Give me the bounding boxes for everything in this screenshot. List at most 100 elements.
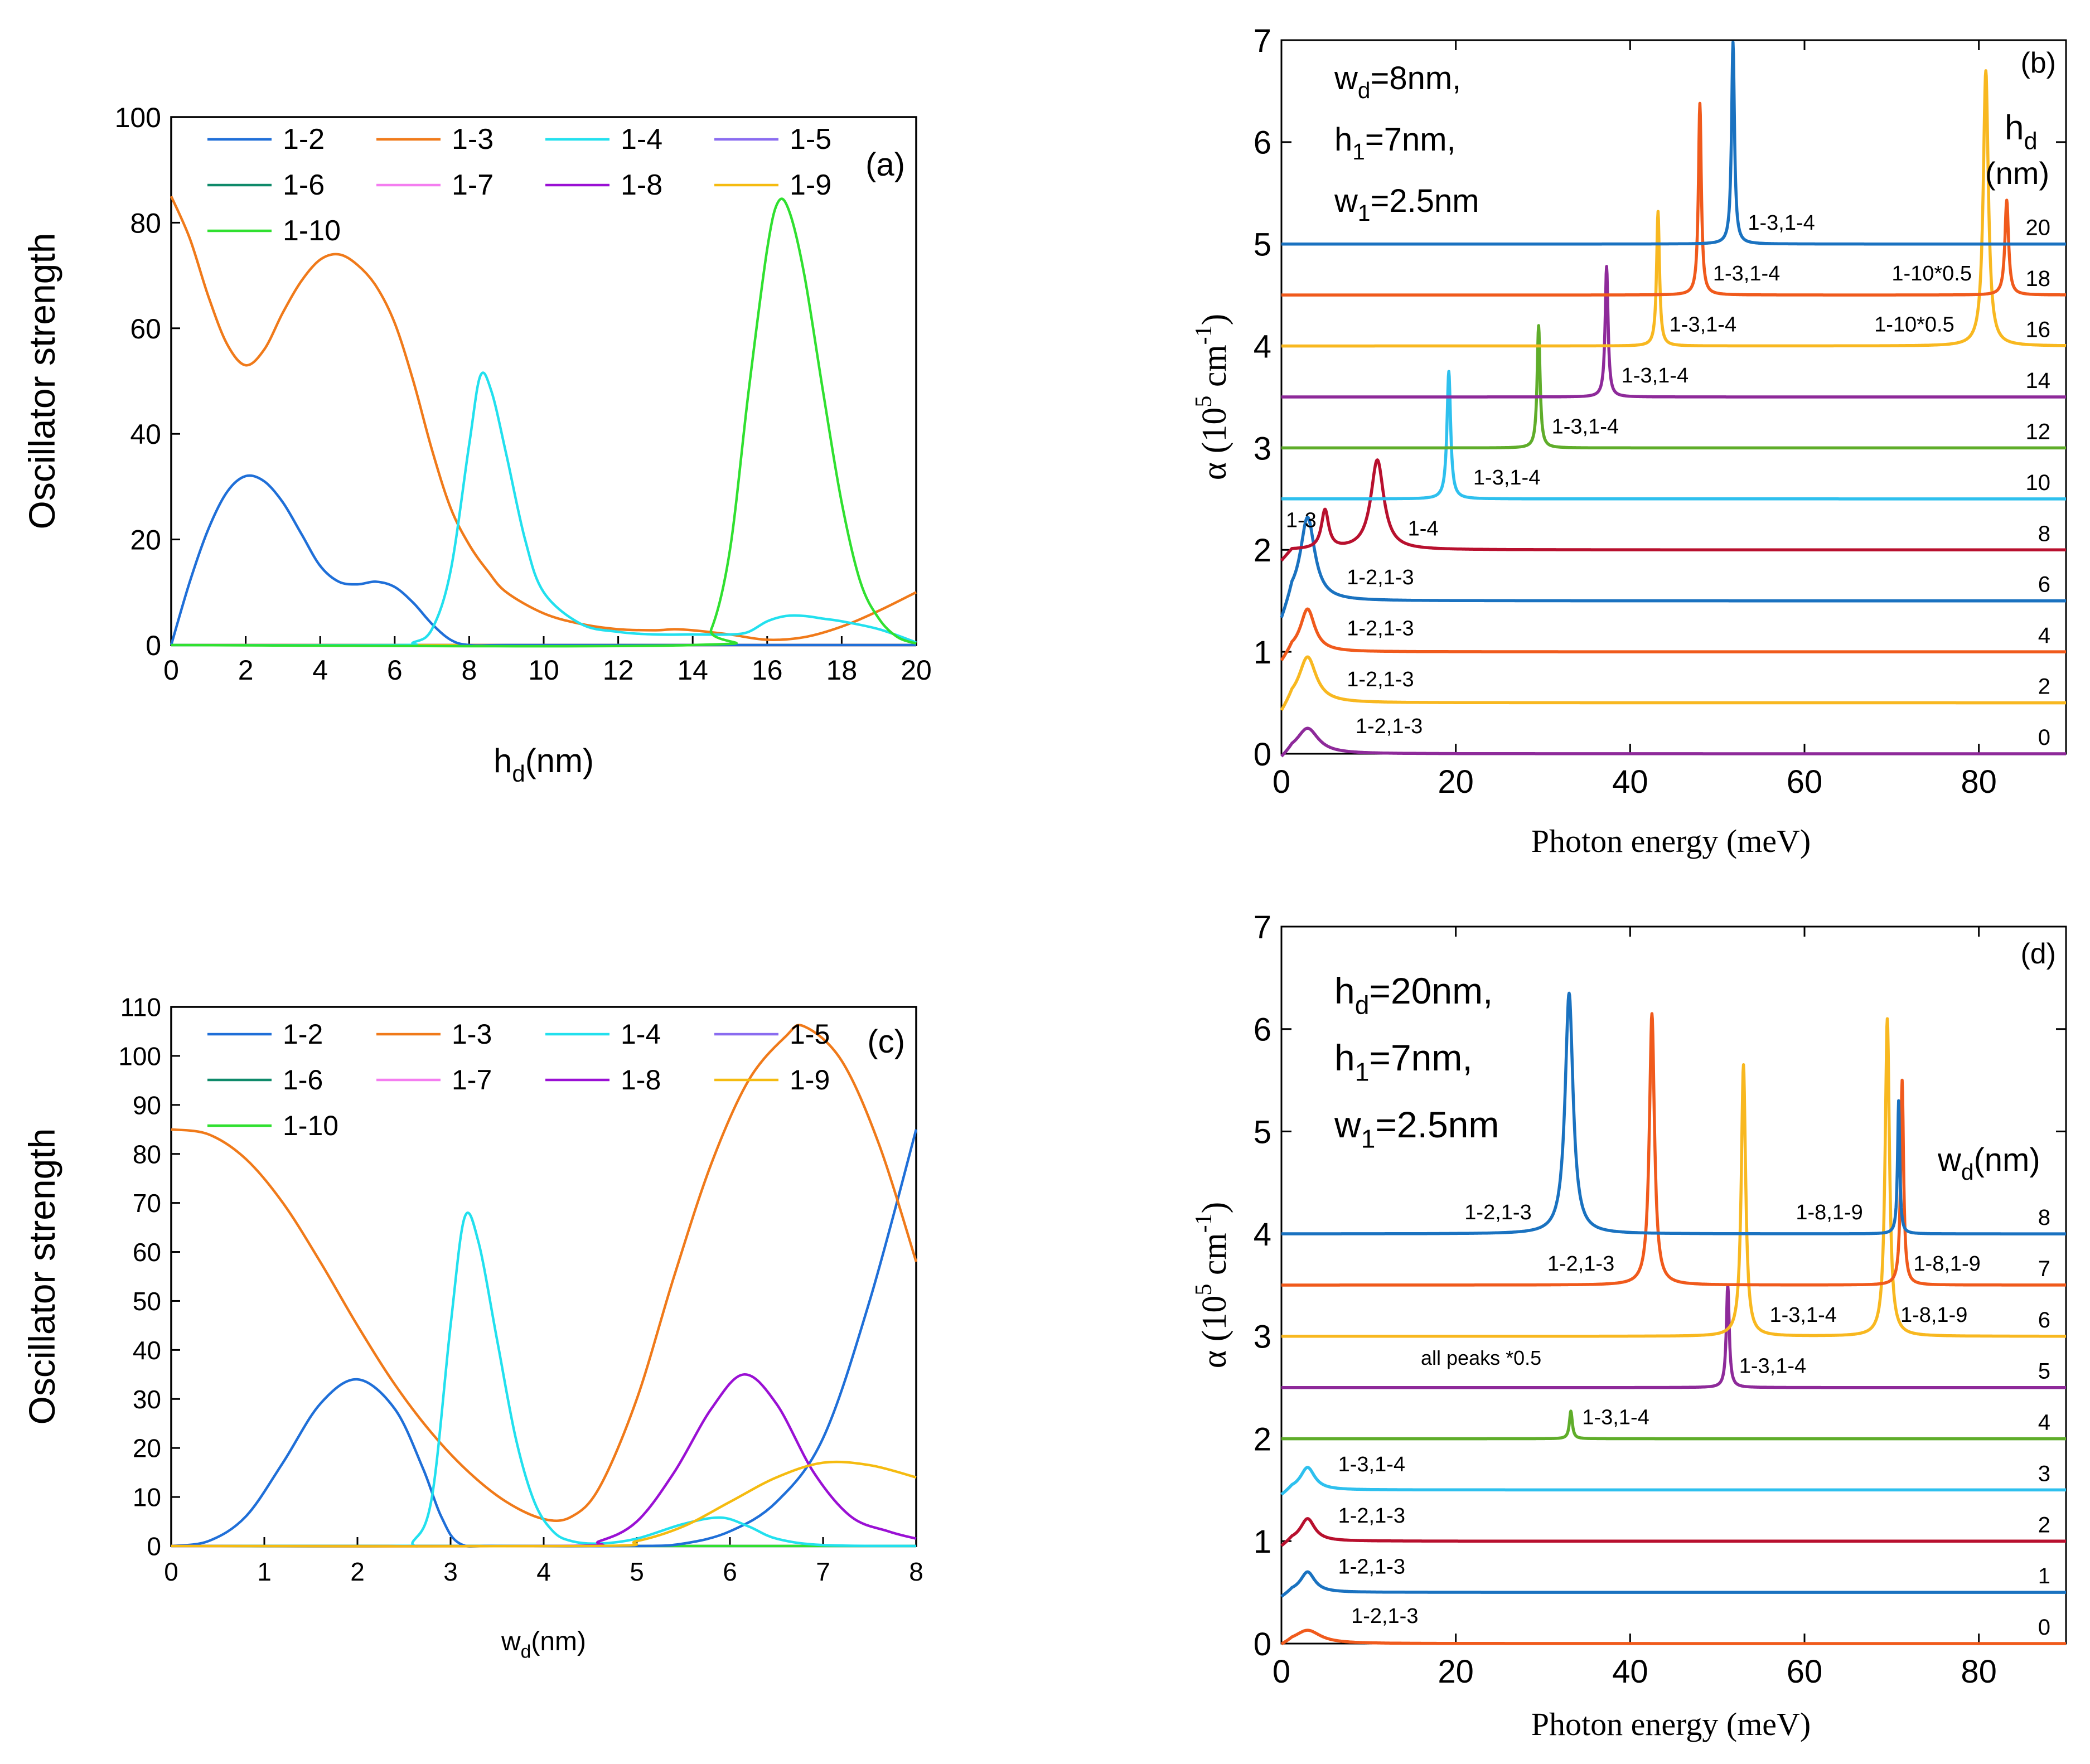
y-tick-label: 0 <box>1254 1626 1271 1663</box>
panel-d-absorption-vs-energy: 0 20 40 60 80 0 1 2 3 4 5 6 7 0 1-2,1-3 1 1-2,1-3 2 1-2,1-… <box>1191 909 2067 1742</box>
x-tick-label: 60 <box>1787 764 1823 800</box>
x-tick-label: 20 <box>901 655 932 686</box>
series-line-1-9 <box>171 1460 917 1548</box>
series-line-1-2 <box>170 474 916 647</box>
trace-label-2: 2 <box>2038 1513 2050 1537</box>
x-tick-label: 6 <box>723 1557 737 1586</box>
y-tick-label: 40 <box>130 419 161 450</box>
x-tick-label: 4 <box>312 655 328 686</box>
series-line-1-4 <box>171 1211 917 1548</box>
spectrum-trace-2 <box>1280 655 2067 711</box>
trace-label-12: 12 <box>2026 419 2051 444</box>
x-tick-label: 80 <box>1961 764 1997 800</box>
transition-annotation: 1-8,1-9 <box>1796 1201 1862 1224</box>
trace-label-20: 20 <box>2026 216 2051 240</box>
y-tick-label: 70 <box>133 1189 161 1218</box>
x-tick-label: 12 <box>603 655 634 686</box>
x-tick-label: 60 <box>1787 1654 1823 1690</box>
transition-annotation: 1-3,1-4 <box>1769 1303 1836 1327</box>
spectrum-trace-3 <box>1280 1466 2067 1496</box>
x-tick-label: 0 <box>163 655 179 686</box>
scaling-note: all peaks *0.5 <box>1421 1346 1541 1369</box>
y-tick-label: 100 <box>115 102 161 133</box>
y-tick-label: 30 <box>133 1385 161 1414</box>
parameter-2: w1=2.5nm <box>1334 1104 1499 1153</box>
y-tick-label: 20 <box>133 1434 161 1463</box>
trace-label-6: 6 <box>2038 573 2050 597</box>
legend-label-1-9: 1-9 <box>790 169 831 201</box>
parameter-0: hd=20nm, <box>1334 970 1493 1019</box>
y-tick-label: 0 <box>147 1532 161 1561</box>
panel-label: (d) <box>2020 938 2056 970</box>
spectrum-trace-6 <box>1280 516 2067 618</box>
transition-annotation: 1-4 <box>1408 517 1439 540</box>
y-tick-label: 2 <box>1254 532 1271 569</box>
trace-label-1: 1 <box>2038 1564 2050 1588</box>
y-axis-label: Oscillator strength <box>21 1128 62 1425</box>
y-tick-label: 5 <box>1254 227 1271 263</box>
panel-label: (a) <box>865 147 905 183</box>
trace-label-14: 14 <box>2026 369 2051 393</box>
x-tick-label: 8 <box>909 1557 923 1586</box>
spectrum-trace-8 <box>1280 458 2067 562</box>
transition-annotation: 1-8,1-9 <box>1913 1252 1980 1276</box>
transition-annotation: 1-2,1-3 <box>1547 1252 1614 1276</box>
x-tick-label: 0 <box>1273 1654 1290 1690</box>
x-axis-label: wd(nm) <box>501 1627 586 1662</box>
trace-label-6: 6 <box>2038 1308 2050 1332</box>
transition-annotation: 1-3,1-4 <box>1748 211 1815 235</box>
y-tick-label: 20 <box>130 525 161 556</box>
transition-annotation: 1-2,1-3 <box>1347 566 1414 589</box>
x-tick-label: 40 <box>1612 764 1648 800</box>
right-header-unit: (nm) <box>1985 156 2049 191</box>
legend-label-1-7: 1-7 <box>452 1064 492 1096</box>
y-axis-label: α (105 cm-1) <box>1191 1202 1233 1369</box>
y-tick-label: 4 <box>1254 1217 1271 1253</box>
y-tick-label: 100 <box>118 1041 161 1070</box>
legend-label-1-5: 1-5 <box>790 1019 830 1050</box>
x-tick-label: 5 <box>630 1557 644 1586</box>
legend-label-1-2: 1-2 <box>283 123 325 156</box>
series-line-1-3 <box>171 1024 918 1522</box>
transition-annotation: 1-8,1-9 <box>1900 1303 1967 1327</box>
series-line-1-4 <box>171 371 917 647</box>
x-tick-label: 14 <box>677 655 708 686</box>
transition-annotation: 1-3,1-4 <box>1622 364 1689 387</box>
legend-label-1-3: 1-3 <box>452 123 494 156</box>
transition-annotation: 1-3,1-4 <box>1739 1355 1806 1378</box>
legend-label-1-3: 1-3 <box>452 1019 492 1050</box>
transition-annotation: 1-3,1-4 <box>1713 262 1780 285</box>
y-axis-label: α (105 cm-1) <box>1191 314 1233 481</box>
transition-annotation: 1-2,1-3 <box>1464 1201 1531 1224</box>
series-line-1-10 <box>171 197 917 648</box>
spectrum-trace-6 <box>1280 1017 2067 1338</box>
trace-label-0: 0 <box>2038 725 2050 750</box>
legend-label-1-6: 1-6 <box>283 1064 323 1096</box>
trace-label-4: 4 <box>2038 623 2050 648</box>
x-axis-label: hd(nm) <box>494 742 594 787</box>
spectrum-trace-18 <box>1280 101 2067 297</box>
y-tick-label: 110 <box>120 993 161 1022</box>
legend-label-1-5: 1-5 <box>790 123 831 156</box>
transition-annotation: 1-3,1-4 <box>1338 1453 1405 1476</box>
legend-label-1-2: 1-2 <box>283 1019 323 1050</box>
trace-label-7: 7 <box>2038 1257 2050 1281</box>
spectrum-trace-2 <box>1280 1517 2067 1547</box>
trace-label-16: 16 <box>2026 318 2051 342</box>
y-tick-label: 10 <box>133 1483 161 1512</box>
y-tick-label: 3 <box>1254 1319 1271 1355</box>
transition-annotation: 1-3,1-4 <box>1552 415 1619 438</box>
spectrum-trace-0 <box>1280 1629 2067 1646</box>
transition-annotation: 1-3,1-4 <box>1582 1406 1649 1429</box>
spectrum-trace-10 <box>1280 370 2067 501</box>
legend-label-1-4: 1-4 <box>621 123 662 156</box>
spectrum-trace-8 <box>1280 991 2067 1235</box>
x-tick-label: 20 <box>1438 764 1474 800</box>
x-tick-label: 40 <box>1612 1654 1648 1690</box>
x-tick-label: 3 <box>443 1557 458 1586</box>
right-header: wd(nm) <box>1937 1142 2040 1185</box>
spectrum-trace-1 <box>1280 1570 2067 1598</box>
y-tick-label: 60 <box>133 1238 161 1267</box>
x-tick-label: 4 <box>536 1557 551 1586</box>
spectrum-trace-14 <box>1280 265 2067 399</box>
